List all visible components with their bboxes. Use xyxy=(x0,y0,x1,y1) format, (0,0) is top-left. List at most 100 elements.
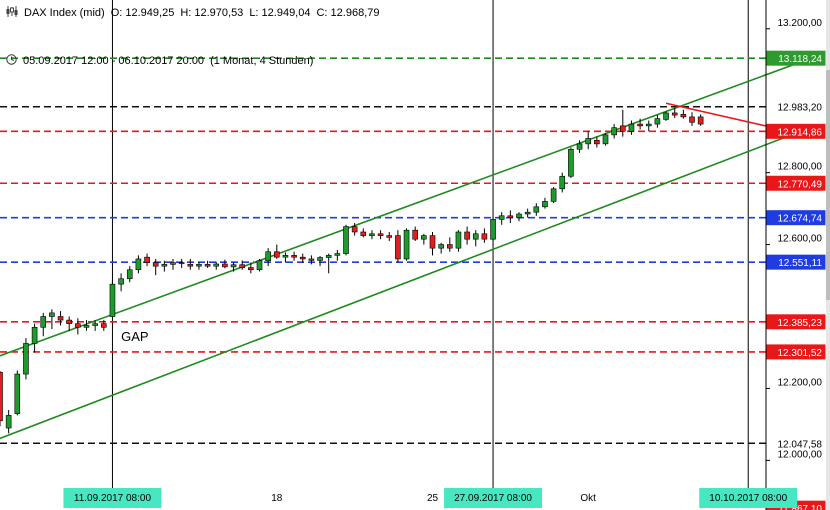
candle xyxy=(602,133,609,146)
low-value: L: 12.949,04 xyxy=(249,7,311,19)
candle xyxy=(144,253,150,267)
candle xyxy=(248,262,254,274)
candle-body-up xyxy=(645,123,652,127)
candle-body-down xyxy=(66,319,72,324)
candle xyxy=(23,338,29,380)
level-label-text: 12.983,20 xyxy=(778,103,823,114)
candle-body-up xyxy=(109,283,116,317)
level-label-bg xyxy=(766,344,826,360)
x-tick-label: 25 xyxy=(427,493,439,504)
y-tick-label: 12.200,00 xyxy=(778,377,823,388)
candle-body-down xyxy=(204,264,211,267)
level-label: 12.983,20 xyxy=(767,99,825,114)
right-scrollbar[interactable] xyxy=(826,0,830,510)
candle-body-up xyxy=(135,258,142,271)
candle xyxy=(204,260,211,268)
candle-body-up xyxy=(230,264,237,268)
candle-body-up xyxy=(369,233,375,236)
candle xyxy=(498,212,505,225)
candle xyxy=(343,224,349,256)
candle-body-up xyxy=(325,255,332,258)
level-label-bg xyxy=(766,123,826,139)
candle-body-down xyxy=(619,125,626,132)
x-axis: 11.09.2017 08:00 18 25 27.09.2017 08:00 Okt 1… xyxy=(63,488,798,508)
candle-body-down xyxy=(75,323,81,328)
candle xyxy=(628,120,635,135)
candle-body-down xyxy=(446,244,453,249)
candle xyxy=(369,230,375,240)
candle xyxy=(213,261,220,270)
level-label-text: 12.914,86 xyxy=(778,127,823,138)
candle xyxy=(671,107,678,118)
candles xyxy=(0,107,704,434)
x-tick-label: 11.09.2017 08:00 xyxy=(74,493,152,504)
level-label-text: 12.551,11 xyxy=(778,258,822,269)
candle xyxy=(455,230,462,252)
candle-body-down xyxy=(360,231,367,236)
level-label: 12.914,86 xyxy=(766,123,826,139)
candle-body-up xyxy=(161,264,168,267)
candle xyxy=(135,255,142,274)
candle-body-up xyxy=(550,188,557,202)
candlestick-chart-icon[interactable] xyxy=(6,6,18,20)
candle xyxy=(230,262,237,272)
candle xyxy=(118,273,124,292)
y-tick-label: 12.600,00 xyxy=(778,234,823,245)
ohlc-header: DAX Index (mid) O: 12.949,25 H: 12.970,5… xyxy=(6,6,379,20)
candle xyxy=(568,147,574,179)
candle xyxy=(5,410,12,434)
annotations: GAP xyxy=(121,329,148,344)
candle-body-up xyxy=(14,373,21,414)
candle-body-up xyxy=(472,233,479,240)
level-label-bg xyxy=(767,99,825,114)
candle xyxy=(446,237,453,252)
level-label-bg xyxy=(766,314,826,330)
candle xyxy=(351,222,358,236)
candle xyxy=(594,136,600,148)
candle-body-down xyxy=(248,267,254,271)
level-label-text: 11.867,10 xyxy=(778,504,822,510)
candle-body-up xyxy=(421,235,427,240)
x-label-highlight xyxy=(444,488,543,508)
candle xyxy=(395,230,401,263)
candle xyxy=(663,111,669,121)
candle xyxy=(282,252,289,263)
candle-body-up xyxy=(196,264,202,267)
annotation-label: GAP xyxy=(121,329,148,344)
candle xyxy=(386,231,393,241)
candle xyxy=(75,318,81,335)
clock-icon xyxy=(6,54,17,68)
level-label: 12.770,49 xyxy=(766,175,826,191)
candle xyxy=(161,260,168,272)
candle-body-up xyxy=(542,201,548,208)
candle xyxy=(697,114,704,126)
candle xyxy=(421,233,427,245)
candle-body-up xyxy=(663,112,669,120)
candle-body-down xyxy=(395,235,401,260)
level-label: 12.385,23 xyxy=(766,314,826,330)
candle xyxy=(334,249,341,261)
candle-body-down xyxy=(101,323,107,328)
candle xyxy=(40,312,47,337)
level-label-bg xyxy=(766,254,826,270)
candle-body-up xyxy=(170,262,176,265)
candle-body-up xyxy=(438,244,444,249)
candle xyxy=(524,208,531,218)
candle-body-down xyxy=(239,264,245,268)
candle xyxy=(83,320,90,331)
candle xyxy=(507,210,514,223)
candle-body-down xyxy=(273,251,280,258)
candle-body-up xyxy=(118,278,124,285)
candle-body-up xyxy=(40,316,47,328)
candle xyxy=(619,109,626,137)
level-label: 12.047,58 xyxy=(767,436,825,451)
y-tick-label: 12.800,00 xyxy=(778,162,823,173)
candle xyxy=(438,242,444,254)
x-tick-label: 18 xyxy=(271,493,283,504)
candle xyxy=(57,311,64,326)
candle xyxy=(611,124,617,139)
candle-body-up xyxy=(455,231,462,249)
candle-body-up xyxy=(490,219,496,240)
candle xyxy=(542,197,548,209)
